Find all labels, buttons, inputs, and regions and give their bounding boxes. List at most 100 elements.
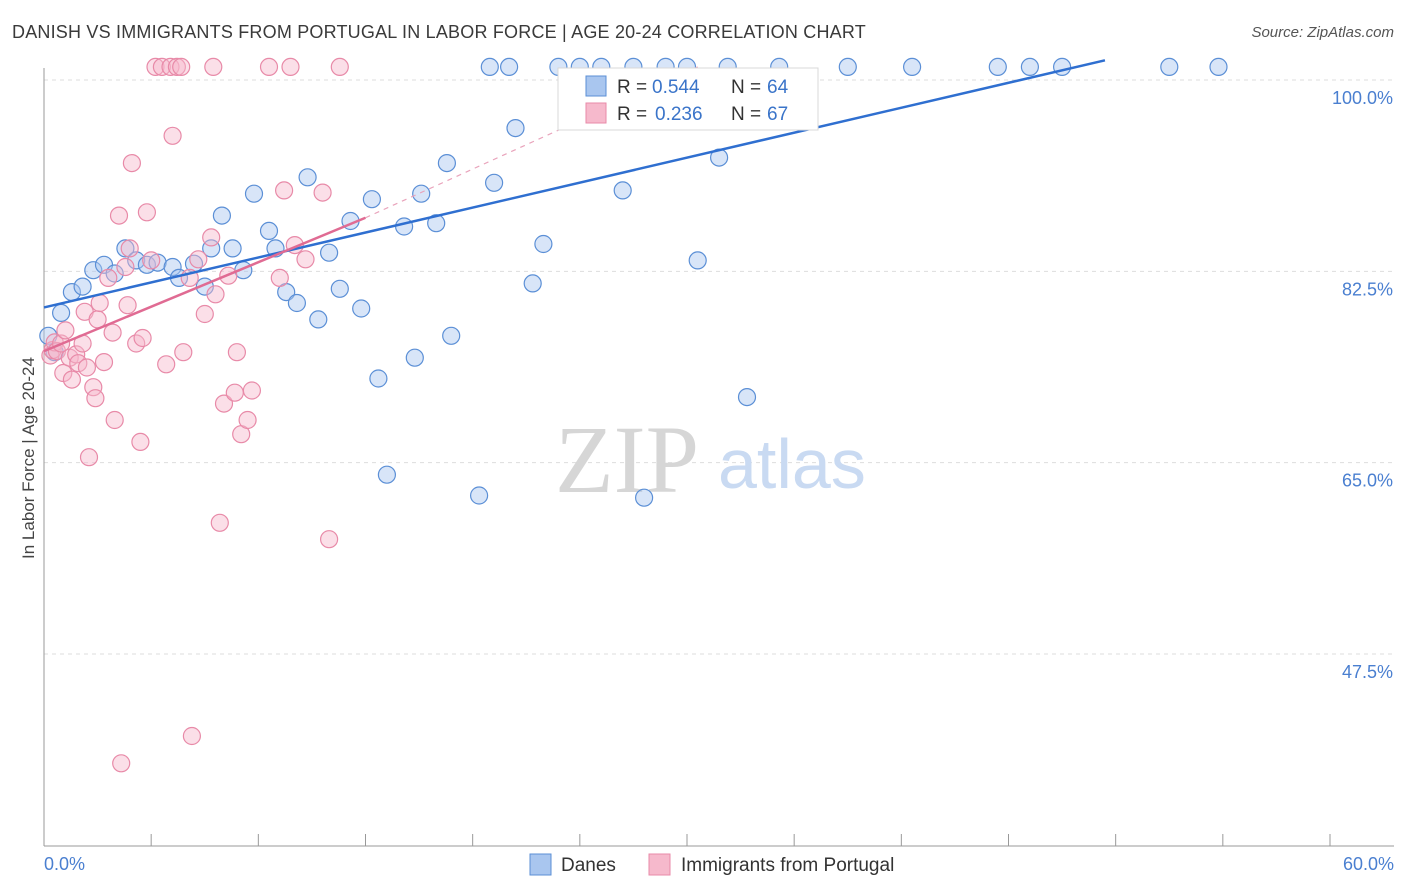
points-blue-point-41 [480, 57, 499, 77]
points-pink-point-53 [227, 343, 246, 362]
points-blue-point-30 [352, 299, 371, 318]
points-blue-point-40 [470, 486, 489, 505]
points-pink-point-39 [167, 57, 186, 77]
points-pink-point-55 [238, 410, 257, 430]
points-pink-point-38 [163, 126, 182, 145]
trend-line-danes [43, 59, 1106, 309]
watermark-atlas: atlas [718, 425, 866, 503]
legend-swatch-portugal [585, 102, 607, 124]
bottom-legend-label-portugal: Immigrants from Portugal [681, 855, 894, 876]
points-blue-point-24 [287, 293, 306, 313]
legend-swatch-danes [585, 75, 607, 97]
points-pink-point-56 [242, 381, 261, 400]
points-blue-point-21 [259, 221, 279, 240]
points-blue-point-62 [988, 57, 1007, 77]
points-blue-point-35 [405, 348, 424, 367]
points-pink-point-59 [275, 181, 294, 200]
points-pink-point-60 [281, 57, 300, 77]
points-blue-point-55 [688, 251, 707, 270]
x-tick-label-max: 60.0% [1343, 854, 1394, 874]
points-blue-point-34 [395, 217, 414, 236]
points-pink-point-27 [120, 239, 139, 258]
source-label: Source: ZipAtlas.com [1251, 24, 1394, 41]
points-pink-point-26 [118, 296, 137, 315]
points-pink-point-28 [122, 154, 141, 173]
points-pink-point-40 [172, 57, 191, 77]
legend-n-label-danes: N = [731, 77, 761, 98]
points-pink-point-15 [84, 378, 103, 397]
points-pink-point-63 [313, 183, 332, 202]
points-blue-point-32 [369, 369, 388, 388]
points-pink-point-33 [142, 251, 161, 270]
points-pink-point-45 [195, 304, 214, 324]
points-blue-point-4 [73, 277, 92, 296]
legend-n-label-portugal: N = [731, 104, 761, 125]
points-blue-point-5 [84, 261, 103, 280]
points-blue-point-2 [51, 303, 71, 322]
points-pink-point-13 [77, 358, 97, 377]
points-pink-point-10 [69, 354, 88, 373]
points-blue-point-28 [330, 279, 349, 298]
points-pink-point-65 [330, 57, 349, 77]
y-tick-labels: 47.5% 65.0% 82.5% 100.0% [1332, 88, 1393, 682]
points-blue-point-61 [902, 57, 922, 77]
legend-r-label-portugal: R = [617, 104, 647, 125]
bottom-legend-label-danes: Danes [561, 855, 616, 876]
points-pink-point-16 [86, 389, 105, 408]
points-pink-point-48 [206, 285, 225, 304]
points-blue-point-66 [1209, 57, 1228, 77]
points-pink-point-24 [112, 754, 131, 773]
points-pink-point-47 [204, 57, 223, 77]
points-blue-point-36 [412, 184, 431, 203]
points-pink-point-49 [210, 513, 229, 532]
trend-line-portugal [43, 216, 366, 353]
watermark-zip: ZIP [555, 406, 699, 513]
points-blue-point-39 [442, 326, 461, 345]
points-pink-point-20 [99, 268, 118, 287]
points-pink-point-46 [202, 228, 221, 247]
points-blue-point-27 [320, 243, 339, 262]
points-pink-point-52 [225, 383, 244, 402]
points-pink-point-57 [259, 57, 279, 77]
points-blue-point-26 [309, 310, 328, 329]
points-blue-point-20 [244, 184, 264, 203]
points-pink-point-6 [56, 321, 75, 340]
points-pink-point-22 [105, 410, 124, 430]
y-tick-label-1: 65.0% [1342, 471, 1393, 491]
points-pink-point-31 [133, 328, 152, 348]
portugal-points [41, 57, 349, 773]
legend-r-value-danes: 0.544 [652, 77, 700, 98]
points-blue-point-45 [523, 274, 542, 293]
points-pink-point-19 [94, 353, 114, 372]
x-tick-label-min: 0.0% [44, 854, 85, 874]
points-blue-point-33 [377, 465, 396, 484]
points-pink-point-32 [137, 203, 156, 222]
legend-r-label-danes: R = [617, 77, 647, 98]
points-pink-point-14 [79, 448, 99, 467]
points-pink-point-43 [182, 726, 201, 746]
bottom-legend-swatch-portugal [648, 853, 671, 876]
legend-n-value-portugal: 67 [767, 104, 788, 125]
points-blue-point-42 [485, 173, 504, 192]
bottom-legend-swatch-danes [529, 853, 552, 876]
points-pink-point-30 [131, 432, 150, 451]
points-blue-point-37 [427, 214, 446, 233]
points-pink-point-44 [189, 250, 208, 269]
points-pink-point-34 [146, 57, 165, 77]
stats-legend: R = 0.544 N = 64 R = 0.236 N = 67 [557, 67, 819, 131]
points-pink-point-21 [103, 323, 122, 342]
points-pink-point-36 [157, 355, 176, 374]
points-blue-point-8 [116, 239, 135, 258]
points-blue-point-31 [362, 190, 381, 209]
y-tick-label-2: 82.5% [1342, 279, 1393, 299]
points-blue-point-44 [506, 119, 525, 138]
y-tick-label-3: 100.0% [1332, 88, 1393, 108]
points-blue-point-38 [437, 154, 456, 173]
points-pink-point-37 [161, 57, 180, 77]
points-pink-point-8 [62, 370, 82, 389]
points-pink-point-50 [214, 394, 234, 413]
legend-r-value-portugal: 0.236 [655, 104, 703, 125]
points-pink-point-58 [270, 268, 289, 287]
points-blue-point-50 [613, 181, 632, 200]
